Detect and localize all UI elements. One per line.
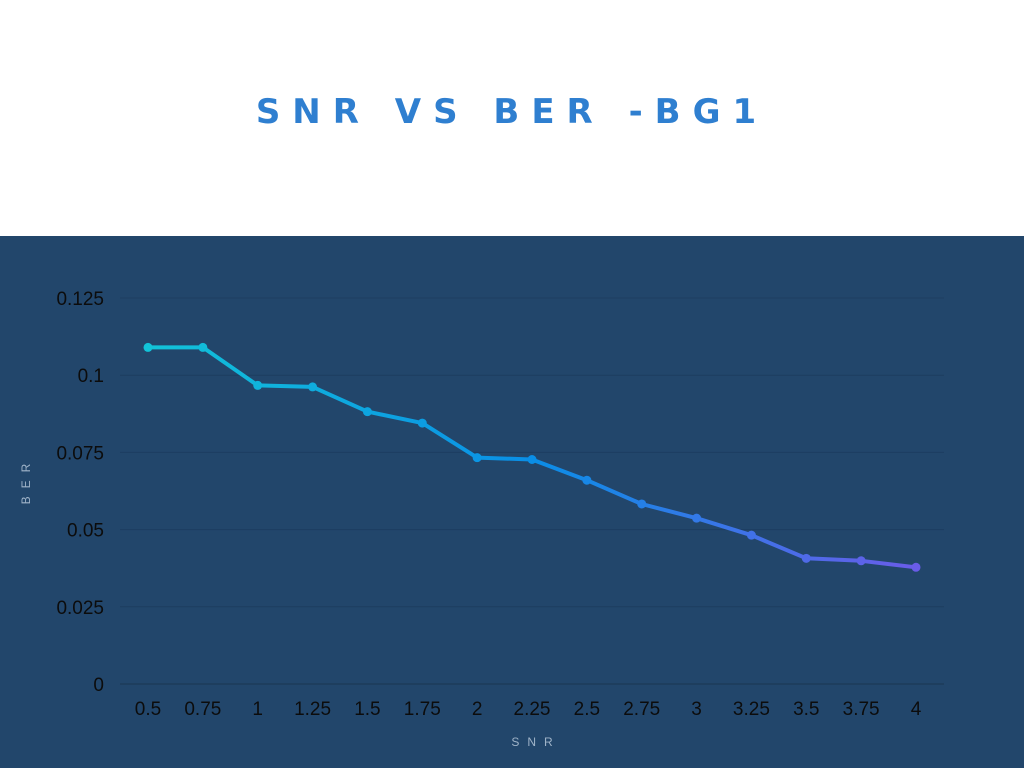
data-point — [637, 499, 647, 509]
x-tick-label: 4 — [911, 699, 922, 720]
y-tick-label: 0.125 — [56, 289, 104, 310]
data-points — [143, 342, 921, 572]
y-tick-label: 0 — [93, 675, 104, 696]
data-point — [362, 407, 372, 417]
x-tick-label: 0.5 — [135, 699, 161, 720]
x-tick-label: 3.75 — [843, 699, 880, 720]
title-area: SNR VS BER -BG1 — [0, 0, 1024, 236]
y-tick-labels: 0 0.025 0.05 0.075 0.1 0.125 — [56, 289, 104, 696]
data-point — [692, 513, 702, 523]
x-tick-label: 3.25 — [733, 699, 770, 720]
chart-title: SNR VS BER -BG1 — [255, 92, 769, 132]
x-tick-label: 2.25 — [514, 699, 551, 720]
x-tick-label: 3 — [691, 699, 702, 720]
x-tick-label: 0.75 — [184, 699, 221, 720]
y-tick-label: 0.1 — [78, 366, 104, 387]
x-axis-label: SNR — [511, 735, 560, 749]
data-point — [143, 342, 153, 352]
data-point — [253, 380, 263, 390]
y-axis-label: BER — [19, 456, 33, 505]
data-point — [746, 530, 756, 540]
grid-lines — [120, 297, 944, 685]
x-tick-label: 3.5 — [793, 699, 819, 720]
data-point — [198, 342, 208, 352]
data-point — [911, 562, 921, 572]
x-tick-label: 2 — [472, 699, 483, 720]
x-tick-label: 1.25 — [294, 699, 331, 720]
data-point — [527, 455, 537, 465]
x-tick-label: 1.5 — [354, 699, 380, 720]
chart-panel: 0 0.025 0.05 0.075 0.1 0.125 0.5 0.75 1 1.25 1.5 1… — [0, 236, 1024, 768]
x-tick-label: 2.75 — [623, 699, 660, 720]
x-tick-label: 1 — [252, 699, 263, 720]
data-point — [472, 453, 482, 463]
data-point — [801, 553, 811, 563]
x-tick-labels: 0.5 0.75 1 1.25 1.5 1.75 2 2.25 2.5 2.75 3 3.25 3.5 3… — [135, 699, 922, 720]
y-tick-label: 0.05 — [67, 521, 104, 542]
y-tick-label: 0.025 — [56, 598, 104, 619]
data-point — [308, 382, 318, 392]
x-tick-label: 2.5 — [574, 699, 600, 720]
line-chart: 0 0.025 0.05 0.075 0.1 0.125 0.5 0.75 1 1.25 1.5 1… — [19, 289, 944, 749]
data-point — [417, 418, 427, 428]
data-point — [582, 475, 592, 485]
x-tick-label: 1.75 — [404, 699, 441, 720]
data-point — [856, 556, 866, 566]
y-tick-label: 0.075 — [56, 443, 104, 464]
